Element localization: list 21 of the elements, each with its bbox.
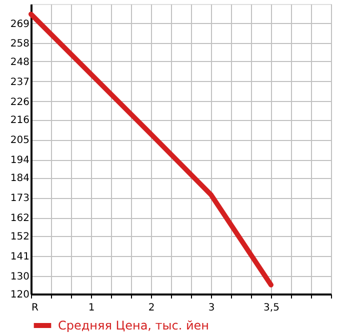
y-tick-label: 162 <box>10 213 30 224</box>
y-tick-label: 152 <box>10 231 30 242</box>
x-tick-label: 2 <box>148 302 155 314</box>
y-tick-label: 269 <box>10 18 30 30</box>
x-tick-label: R <box>32 302 38 314</box>
y-tick-label: 205 <box>10 135 30 146</box>
y-tick-label: 173 <box>10 193 30 204</box>
y-tick-label: 130 <box>10 271 30 282</box>
x-tick-label: 3 <box>208 302 215 314</box>
y-tick-label: 120 <box>10 290 30 300</box>
y-tick-label: 248 <box>10 56 30 68</box>
x-tick-label: 3,5 <box>264 302 280 314</box>
y-tick-label: 226 <box>10 96 30 108</box>
y-tick-label: 237 <box>10 76 30 88</box>
y-tick-label: 258 <box>10 38 30 50</box>
y-tick-label: 216 <box>10 115 30 126</box>
x-tick-label: 1 <box>88 302 95 314</box>
legend-label: Средняя Цена, тыс. йен <box>58 318 210 332</box>
y-tick-label: 184 <box>10 173 30 184</box>
y-tick-label: 194 <box>10 155 30 166</box>
y-tick-label: 141 <box>10 251 30 262</box>
